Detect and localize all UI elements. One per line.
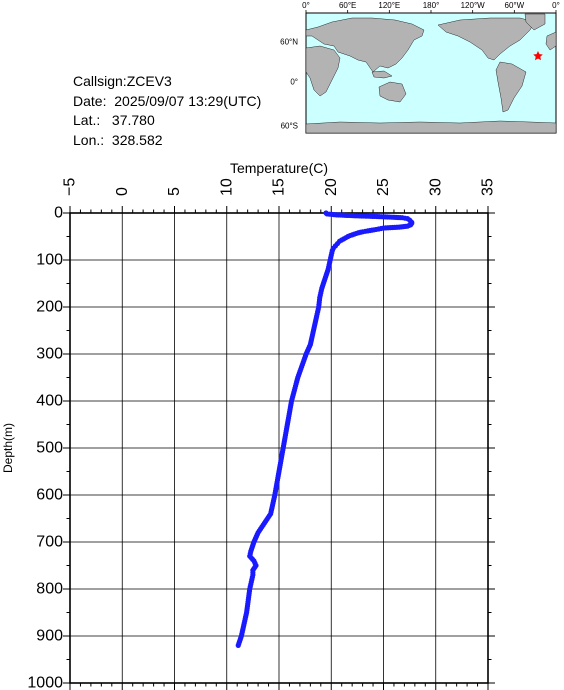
- x-tick-label: 20: [323, 178, 340, 196]
- date-line: Date: 2025/09/07 13:29(UTC): [73, 92, 262, 109]
- x-tick-label: 10: [218, 178, 235, 196]
- x-tick-label: 5: [166, 187, 183, 196]
- callsign-line: Callsign:ZCEV3: [73, 73, 172, 89]
- y-tick-label: 500: [36, 440, 63, 457]
- y-tick-label: 200: [36, 299, 63, 316]
- x-tick-label: 0: [114, 187, 131, 196]
- x-tick-label: 30: [427, 178, 444, 196]
- y-tick-label: 300: [36, 346, 63, 363]
- y-tick-label: 1000: [27, 675, 63, 690]
- y-tick-label: 0: [54, 205, 63, 222]
- y-tick-label: 800: [36, 581, 63, 598]
- y-tick-label: 600: [36, 487, 63, 504]
- land-europe-edge: [545, 31, 557, 51]
- temperature-depth-chart: −5 0 5 10 15 20 25 30 35 0 100 200 300 400 500 600 700 8…: [1, 160, 497, 690]
- map-star-icon: [533, 51, 543, 61]
- data-point: [235, 642, 241, 649]
- map-longitude-label: 180°: [423, 1, 440, 10]
- map-longitude-label: 60°W: [505, 1, 525, 10]
- map-longitude-label: 0°: [552, 1, 560, 10]
- map-latitude-label: 0°: [290, 78, 298, 87]
- x-tick-label: −5: [62, 178, 79, 196]
- land-australia: [378, 81, 407, 103]
- x-tick-label: 25: [375, 178, 392, 196]
- land-antarctica: [305, 120, 557, 134]
- y-tick-label: 100: [36, 252, 63, 269]
- map-latitude-label: 60°S: [281, 122, 298, 131]
- y-tick-label: 700: [36, 534, 63, 551]
- land-eurasia: [305, 17, 425, 73]
- latitude-line: Lat.: 37.780: [73, 112, 155, 128]
- world-map: 0° 60°E 120°E 180° 120°W 60°W 0° 60°N 0° 60°S: [280, 1, 560, 134]
- y-axis-label: Depth(m): [1, 423, 15, 473]
- map-longitude-label: 60°E: [339, 1, 356, 10]
- longitude-line: Lon.: 328.582: [73, 131, 163, 148]
- x-axis-label: Temperature(C): [230, 160, 328, 176]
- plot-frame: [69, 212, 489, 684]
- land-africa: [305, 45, 341, 97]
- map-longitude-label: 120°W: [461, 1, 486, 10]
- map-land: [305, 13, 557, 134]
- map-longitude-label: 0°: [302, 1, 310, 10]
- x-tick-label: 15: [271, 178, 288, 196]
- land-greenland: [524, 13, 546, 31]
- y-tick-label: 400: [36, 393, 63, 410]
- land-north-america: [437, 17, 536, 61]
- land-south-america: [495, 61, 527, 113]
- y-tick-label: 900: [36, 628, 63, 645]
- station-info: Callsign:ZCEV3 Date: 2025/09/07 13:29(UT…: [73, 72, 261, 150]
- map-longitude-label: 120°E: [378, 1, 400, 10]
- x-tick-label: 35: [480, 178, 497, 196]
- land-indonesia: [371, 70, 393, 79]
- map-latitude-label: 60°N: [280, 38, 298, 47]
